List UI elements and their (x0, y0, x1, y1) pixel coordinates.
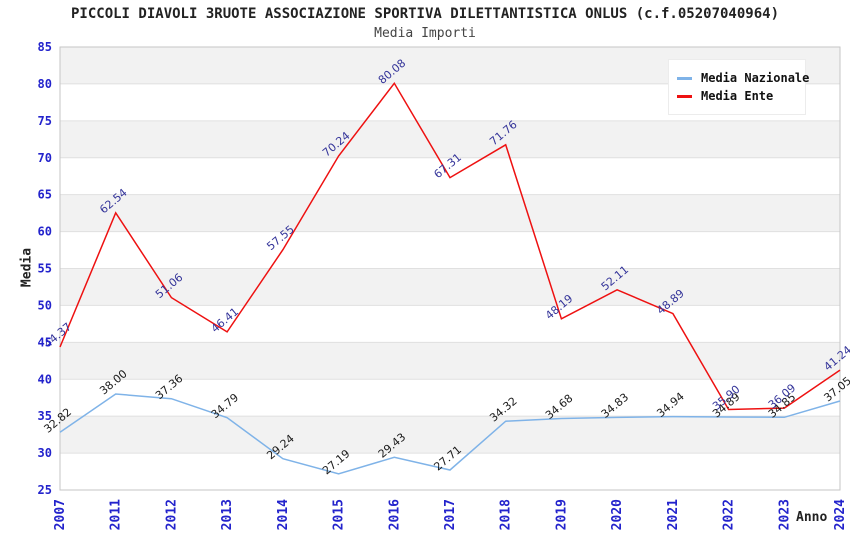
y-tick-label: 85 (38, 40, 52, 54)
series-line-media-nazionale (59, 393, 841, 475)
grid-band (60, 231, 840, 269)
y-tick-label: 25 (38, 483, 52, 497)
x-tick-label: 2011 (109, 499, 124, 530)
x-tick-label: 2013 (220, 499, 235, 530)
y-tick-label: 35 (38, 409, 52, 423)
grid-band (60, 416, 840, 454)
x-tick-label: 2020 (610, 499, 625, 530)
x-axis-title: Anno (796, 510, 828, 525)
grid-band (60, 379, 840, 417)
legend: Media Nazionale Media Ente (668, 59, 809, 115)
chart-subtitle: Media Importi (374, 26, 476, 41)
y-tick-label: 80 (38, 77, 52, 91)
y-tick-label: 60 (38, 225, 52, 239)
media-nazionale-line-swatch (677, 76, 692, 80)
legend-label: Media Ente (701, 89, 774, 103)
y-tick-label: 45 (38, 335, 52, 349)
y-tick-label: 50 (38, 298, 52, 312)
x-tick-label: 2015 (332, 499, 347, 530)
x-tick-label: 2012 (164, 499, 179, 530)
chart-title: PICCOLI DIAVOLI 3RUOTE ASSOCIAZIONE SPOR… (70, 6, 779, 22)
y-tick-label: 40 (38, 372, 52, 386)
y-tick-label: 75 (38, 114, 52, 128)
media-ente-line-swatch (677, 94, 692, 98)
x-tick-label: 2017 (443, 499, 458, 530)
x-tick-label: 2016 (387, 499, 402, 530)
legend-item-media-ente: Media Ente (677, 88, 799, 104)
x-tick-label: 2014 (276, 499, 291, 530)
grid-band (60, 268, 840, 306)
grid-band (60, 120, 840, 158)
grid-band (60, 342, 840, 380)
x-tick-label: 2007 (53, 499, 68, 530)
x-tick-label: 2021 (666, 499, 681, 530)
legend-label: Media Nazionale (701, 71, 810, 85)
x-tick-label: 2018 (499, 499, 514, 530)
legend-item-media-nazionale: Media Nazionale (677, 70, 809, 86)
plot-border (59, 46, 841, 491)
y-tick-label: 70 (38, 151, 52, 165)
grid-band (60, 305, 840, 343)
series-line-media-ente (59, 81, 841, 411)
y-tick-label: 65 (38, 188, 52, 202)
grid-band (60, 194, 840, 232)
grid-band (60, 453, 840, 490)
x-tick-label: 2024 (833, 499, 848, 530)
x-tick-label: 2022 (722, 499, 737, 530)
x-tick-label: 2023 (777, 499, 792, 530)
y-tick-label: 55 (38, 262, 52, 276)
y-axis-title: Media (19, 247, 35, 288)
y-tick-label: 30 (38, 446, 52, 460)
x-tick-label: 2019 (554, 499, 569, 530)
